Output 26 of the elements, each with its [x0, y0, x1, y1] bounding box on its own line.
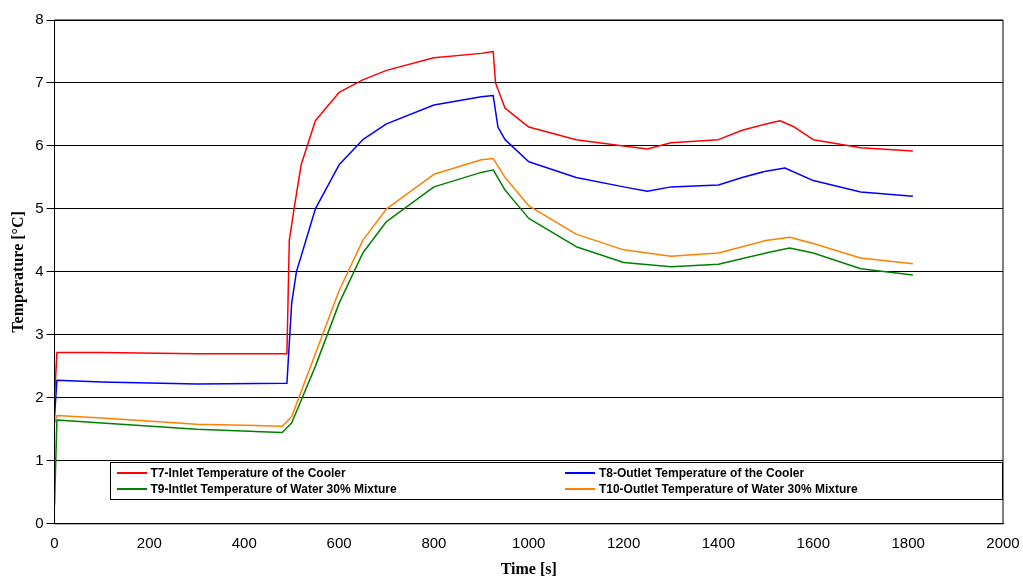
x-tick-label: 1000 [512, 533, 546, 551]
y-tick-label: 7 [35, 73, 44, 91]
legend-label: T7-Inlet Temperature of the Cooler [150, 465, 346, 480]
y-tick-label: 1 [35, 450, 44, 468]
x-tick-label: 1800 [891, 533, 925, 551]
x-tick-label: 200 [136, 533, 162, 551]
legend-label: T8-Outlet Temperature of the Cooler [598, 465, 805, 480]
x-tick-label: 400 [231, 533, 257, 551]
y-axis-title: Temperature [°C] [8, 211, 27, 333]
x-tick-label: 600 [326, 533, 352, 551]
legend-label: T10-Outlet Temperature of Water 30% Mixture [598, 481, 858, 496]
x-axis-title: Time [s] [500, 559, 557, 577]
x-tick-label: 1200 [606, 533, 641, 551]
x-tick-label: 1400 [701, 533, 736, 551]
x-tick-label: 1600 [796, 533, 830, 551]
y-tick-label: 6 [35, 136, 44, 154]
y-tick-label: 5 [35, 199, 44, 217]
y-tick-label: 3 [35, 325, 44, 343]
y-tick-label: 8 [35, 10, 44, 28]
y-tick-label: 2 [35, 387, 44, 405]
x-tick-label: 800 [421, 533, 447, 551]
x-tick-label: 2000 [986, 533, 1020, 551]
x-tick-label: 0 [50, 533, 59, 551]
y-tick-label: 4 [35, 262, 44, 280]
legend-label: T9-Intlet Temperature of Water 30% Mixture [150, 481, 397, 496]
y-tick-label: 0 [35, 513, 44, 531]
